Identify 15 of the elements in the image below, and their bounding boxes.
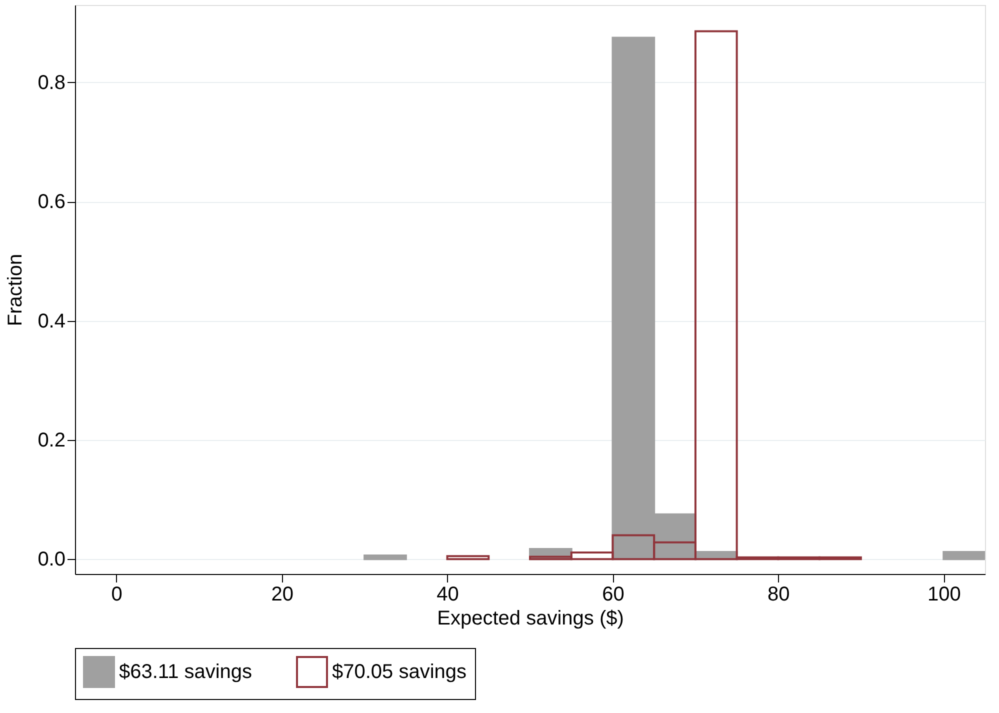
legend-label: $63.11 savings <box>119 661 252 683</box>
y-tick-label: 0.4 <box>38 310 66 332</box>
y-tick-label: 0.0 <box>38 548 66 571</box>
x-tick-label: 100 <box>927 584 961 606</box>
x-tick-label: 80 <box>768 584 790 606</box>
y-tick-label: 0.8 <box>38 72 66 94</box>
x-tick-label: 60 <box>602 584 624 606</box>
x-tick-label: 40 <box>436 584 459 606</box>
legend-label: $70.05 savings <box>332 661 467 683</box>
x-tick-label: 0 <box>111 584 122 606</box>
y-tick-label: 0.2 <box>38 429 66 452</box>
y-tick-label: 0.6 <box>38 191 66 214</box>
y-axis-title: Fraction <box>4 254 27 326</box>
x-tick-label: 20 <box>271 584 294 606</box>
x-axis-title: Expected savings ($) <box>437 608 624 630</box>
